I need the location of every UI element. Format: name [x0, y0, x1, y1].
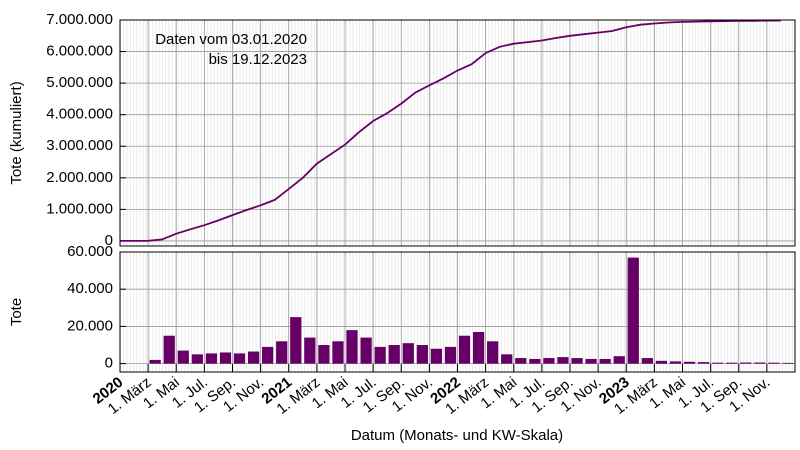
bar — [262, 346, 274, 364]
bar — [332, 341, 344, 364]
bar — [515, 358, 527, 364]
bar — [529, 358, 541, 364]
bar — [712, 362, 724, 364]
y-tick-label: 2.000.000 — [46, 169, 113, 186]
x-axis-label: Datum (Monats- und KW-Skala) — [351, 427, 563, 444]
bar — [613, 356, 625, 364]
bar — [754, 362, 766, 364]
bar — [276, 341, 288, 364]
bar — [472, 332, 485, 364]
bar — [219, 352, 232, 364]
bar — [318, 345, 330, 364]
y-tick-label: 3.000.000 — [46, 137, 113, 154]
bar — [669, 361, 682, 364]
y-tick-label: 60.000 — [67, 243, 113, 260]
y-tick-label: 0 — [105, 232, 113, 249]
y-axis-label: Tote — [8, 298, 25, 326]
y-tick-label: 40.000 — [67, 280, 113, 297]
y-tick-label: 1.000.000 — [46, 200, 113, 217]
y-tick-label: 5.000.000 — [46, 74, 113, 91]
bar — [388, 345, 400, 364]
y-tick-label: 6.000.000 — [46, 43, 113, 60]
bar — [487, 341, 499, 364]
bar — [177, 350, 189, 364]
plot-frame — [119, 251, 796, 373]
bar — [726, 362, 738, 364]
y-tick-label: 0 — [105, 355, 113, 372]
y-axis-label: Tote (kumuliert) — [8, 81, 25, 184]
bar — [360, 337, 372, 364]
bar — [346, 330, 358, 364]
y-tick-label: 4.000.000 — [46, 106, 113, 123]
bar — [697, 362, 710, 364]
annotation: bis 19.12.2023 — [209, 51, 307, 68]
bar — [402, 343, 414, 364]
bar — [149, 359, 161, 364]
bar — [599, 358, 611, 364]
bar — [543, 358, 555, 364]
bar — [627, 257, 639, 364]
bar — [655, 360, 668, 364]
bar — [444, 346, 457, 364]
y-tick-label: 20.000 — [67, 317, 113, 334]
bar — [571, 358, 583, 364]
bar — [304, 337, 316, 364]
bar — [585, 358, 597, 364]
bar — [233, 353, 246, 364]
y-tick-label: 7.000.000 — [46, 11, 113, 28]
bar — [290, 317, 302, 364]
bar — [205, 353, 218, 364]
bar — [641, 358, 653, 364]
bar — [430, 348, 443, 364]
plot-frame — [119, 19, 796, 247]
data-line — [120, 19, 781, 242]
bar — [768, 362, 780, 364]
bar — [163, 335, 175, 364]
bar — [782, 362, 794, 364]
bar — [557, 357, 569, 364]
bar — [458, 335, 471, 364]
bar — [247, 351, 260, 364]
bar — [416, 345, 428, 364]
bar — [191, 354, 203, 364]
bar — [740, 362, 752, 364]
bar — [683, 361, 696, 364]
bar — [374, 346, 386, 364]
annotation: Daten vom 03.01.2020 — [155, 31, 307, 48]
bar — [501, 354, 513, 364]
